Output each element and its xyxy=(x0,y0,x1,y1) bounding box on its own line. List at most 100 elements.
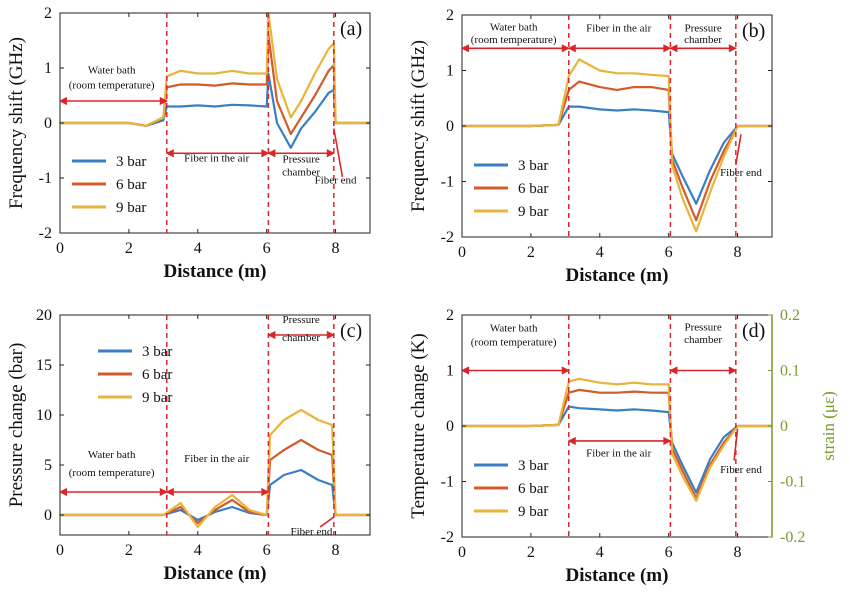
annotation-room-temperature: (room temperature) xyxy=(471,337,557,349)
panel-label: (d) xyxy=(742,320,765,342)
y2-tick-label: 0.2 xyxy=(780,307,800,324)
x-tick-label: 4 xyxy=(596,544,604,561)
x-tick-label: 6 xyxy=(263,240,271,257)
arrow-pressure-chamber-head-left xyxy=(268,332,275,339)
legend-label-9-bar: 9 bar xyxy=(116,200,146,216)
figure: 0 2 4 6 8 -2 -1 0 1 2 Distance (m) Frequency shift … xyxy=(0,0,850,595)
annotation-water-bath: Water bath xyxy=(88,65,136,77)
y-axis-label: Frequency shift (GHz) xyxy=(6,37,27,209)
annotation-fiber-end: Fiber end xyxy=(720,464,762,476)
x-tick-label: 8 xyxy=(332,542,340,559)
annotation-room-temperature: (room temperature) xyxy=(471,34,557,46)
x-tick-label: 2 xyxy=(527,544,535,561)
y-tick-label: -1 xyxy=(441,174,454,191)
y2-tick-label: -0.2 xyxy=(780,529,805,546)
arrow-pressure-chamber-head-left xyxy=(670,45,677,52)
legend-label-6-bar: 6 bar xyxy=(518,181,548,197)
annotation-water-bath: Water bath xyxy=(88,449,136,461)
arrow-fiber-in-air-head-left xyxy=(167,150,174,157)
panel-label: (b) xyxy=(742,20,765,42)
y-tick-label: -1 xyxy=(441,474,454,491)
y-tick-label: 0 xyxy=(446,118,454,135)
x-axis-label: Distance (m) xyxy=(566,265,669,286)
annotation-room-temperature: (room temperature) xyxy=(69,467,155,479)
x-tick-label: 6 xyxy=(665,544,673,561)
y-tick-label: 20 xyxy=(36,307,52,324)
arrow-pressure-chamber-head-right xyxy=(729,367,736,374)
arrow-water-bath-head-left xyxy=(462,45,469,52)
annotation-chamber: chamber xyxy=(282,332,320,344)
arrow-fiber-end xyxy=(736,134,741,165)
x-tick-label: 8 xyxy=(734,544,742,561)
x-axis-label: Distance (m) xyxy=(164,261,267,282)
plot-frame xyxy=(60,315,370,535)
y-tick-label: 10 xyxy=(36,407,52,424)
panel-label: (a) xyxy=(340,18,362,40)
y-axis-label: Pressure change (bar) xyxy=(6,343,27,508)
annotation-fiber-end: Fiber end xyxy=(315,175,357,187)
x-tick-label: 2 xyxy=(125,542,133,559)
x-tick-label: 0 xyxy=(56,240,64,257)
legend-label-6-bar: 6 bar xyxy=(142,367,172,383)
x-tick-label: 2 xyxy=(125,240,133,257)
x-tick-label: 0 xyxy=(458,244,466,261)
annotation-fiber-in-air: Fiber in the air xyxy=(184,453,249,465)
y-tick-label: 15 xyxy=(36,357,52,374)
x-tick-label: 4 xyxy=(596,244,604,261)
y-tick-label: 1 xyxy=(446,63,454,80)
legend-label-3-bar: 3 bar xyxy=(142,344,172,360)
legend-label-9-bar: 9 bar xyxy=(142,390,172,406)
y-tick-label: -2 xyxy=(39,225,52,242)
y-tick-label: 1 xyxy=(44,60,52,77)
legend-label-6-bar: 6 bar xyxy=(116,177,146,193)
arrow-water-bath-head-left xyxy=(60,98,67,105)
annotation-fiber-end: Fiber end xyxy=(720,167,762,179)
arrow-water-bath-head-left xyxy=(60,489,67,496)
y-tick-label: 0 xyxy=(44,115,52,132)
arrow-fiber-end xyxy=(334,129,343,177)
y2-axis-label: strain (με) xyxy=(819,391,838,461)
x-tick-label: 0 xyxy=(56,542,64,559)
arrow-water-bath-head-left xyxy=(462,367,469,374)
y-tick-label: 2 xyxy=(446,307,454,324)
chart-panel-2: 0 2 4 6 8-2-1012Distance (m)Frequency shift … xyxy=(408,7,772,286)
legend-label-9-bar: 9 bar xyxy=(518,204,548,220)
x-tick-label: 8 xyxy=(332,240,340,257)
annotation-fiber-in-air: Fiber in the air xyxy=(184,153,249,165)
y-tick-label: 0 xyxy=(44,507,52,524)
annotation-fiber-in-air: Fiber in the air xyxy=(586,448,651,460)
x-tick-label: 4 xyxy=(194,240,202,257)
annotation-pressure: Pressure xyxy=(282,314,319,326)
y2-tick-label: 0 xyxy=(780,418,788,435)
panel-label: (c) xyxy=(340,320,362,342)
arrow-fiber-in-air-head-left xyxy=(167,489,174,496)
x-tick-label: 0 xyxy=(458,544,466,561)
annotation-water-bath: Water bath xyxy=(490,22,538,34)
legend-label-6-bar: 6 bar xyxy=(518,481,548,497)
y2-tick-label: 0.1 xyxy=(780,363,800,380)
arrow-fiber-in-air-head-left xyxy=(569,437,576,444)
y-tick-label: 1 xyxy=(446,363,454,380)
y-tick-label: -2 xyxy=(441,529,454,546)
x-tick-label: 6 xyxy=(263,542,271,559)
chart-panel-4: 0 2 4 6 8 -2 -1 0 1 2 -0.2 -0.1 0 0.1 0.2 strain (με) Di… xyxy=(408,307,838,586)
legend-label-3-bar: 3 bar xyxy=(116,154,146,170)
legend-label-9-bar: 9 bar xyxy=(518,504,548,520)
arrow-pressure-chamber-head-right xyxy=(327,150,334,157)
y-tick-label: 5 xyxy=(44,457,52,474)
arrow-water-bath-head-right xyxy=(562,367,569,374)
x-tick-label: 6 xyxy=(665,244,673,261)
arrow-pressure-chamber-head-left xyxy=(670,367,677,374)
y-tick-label: -1 xyxy=(39,170,52,187)
y-axis-label: Temperature change (K) xyxy=(408,333,429,518)
annotation-fiber-in-air: Fiber in the air xyxy=(586,23,651,35)
y-tick-label: -2 xyxy=(441,229,454,246)
arrow-pressure-chamber-head-left xyxy=(268,150,275,157)
series-line-9-bar xyxy=(462,59,772,231)
arrow-fiber-in-air-head-right xyxy=(663,437,670,444)
arrow-pressure-chamber-head-right xyxy=(327,332,334,339)
y-axis-label: Frequency shift (GHz) xyxy=(408,40,429,212)
annotation-chamber: chamber xyxy=(684,34,722,46)
y2-tick-label: -0.1 xyxy=(780,474,805,491)
x-tick-label: 8 xyxy=(734,244,742,261)
